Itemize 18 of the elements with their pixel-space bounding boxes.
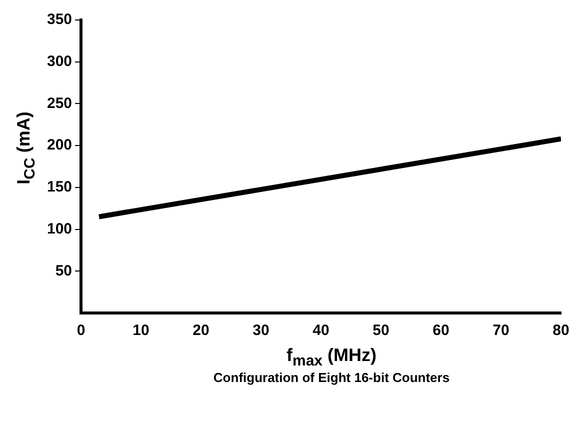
y-tick-label: 250 (46, 94, 72, 112)
x-tick-label: 70 (492, 322, 510, 340)
text: Configuration of Eight 16-bit Counters (212, 370, 451, 385)
y-tick-label: 150 (46, 178, 72, 196)
y-tick-label: 200 (46, 136, 72, 154)
x-tick-label: 10 (132, 322, 150, 340)
y-tick-label: 300 (46, 53, 72, 70)
y-tick-label: 50 (55, 262, 72, 280)
x-tick-label: 20 (192, 322, 210, 340)
x-tick-label: 80 (552, 322, 570, 340)
x-tick-label: 50 (372, 322, 390, 340)
x-axis-title: f$_{max}$ (MHz) (285, 345, 378, 370)
x-tick-label: 0 (76, 322, 86, 340)
y-tick-label: 350 (46, 11, 72, 28)
x-tick-label: 40 (312, 322, 330, 340)
y-tick-label: 100 (46, 220, 72, 238)
x-tick-label: 30 (252, 322, 270, 340)
x-tick-label: 60 (432, 322, 450, 340)
